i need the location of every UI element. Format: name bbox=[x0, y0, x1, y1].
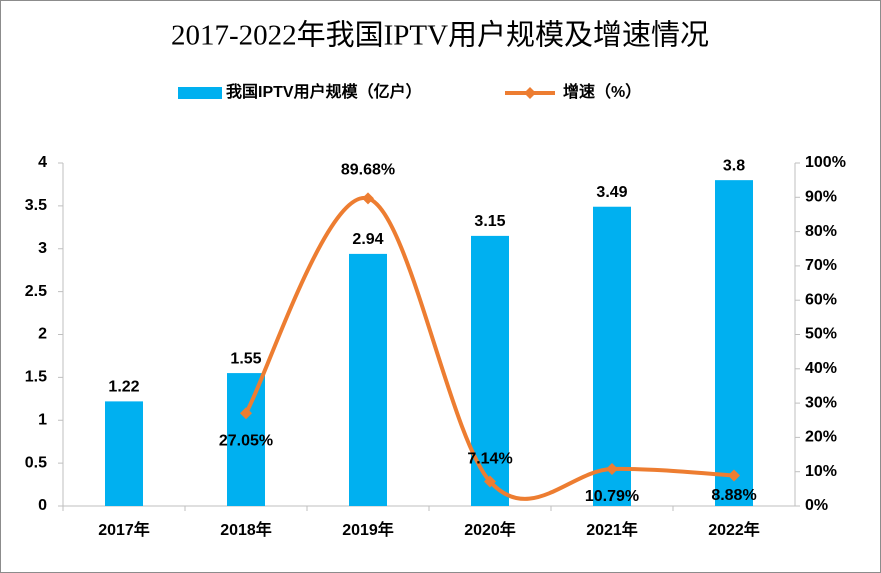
bar-value-label: 3.8 bbox=[723, 157, 745, 174]
legend-marker bbox=[524, 87, 536, 99]
bar bbox=[349, 253, 387, 506]
bar-value-label: 3.15 bbox=[474, 213, 505, 230]
x-tick-label: 2019年 bbox=[342, 520, 394, 539]
x-tick-label: 2018年 bbox=[220, 520, 272, 539]
y-tick-label: 2.5 bbox=[25, 283, 47, 300]
bar-value-label: 1.55 bbox=[230, 350, 261, 367]
line-marker bbox=[728, 469, 740, 482]
y2-tick-label: 80% bbox=[805, 223, 837, 240]
y2-tick-label: 100% bbox=[805, 154, 846, 171]
bar bbox=[593, 206, 631, 507]
bar bbox=[227, 373, 265, 506]
bar-value-label: 3.49 bbox=[596, 184, 627, 201]
line-marker bbox=[240, 407, 252, 420]
y-tick-label: 3.5 bbox=[25, 197, 47, 214]
y2-tick-label: 70% bbox=[805, 257, 837, 274]
y2-tick-label: 30% bbox=[805, 394, 837, 411]
y-tick-label: 3 bbox=[38, 240, 47, 257]
line-value-label: 27.05% bbox=[219, 432, 273, 449]
line-marker bbox=[484, 475, 496, 488]
line-marker bbox=[606, 462, 618, 475]
y2-tick-label: 60% bbox=[805, 291, 837, 308]
y-tick-label: 0.5 bbox=[25, 454, 47, 471]
y-tick-label: 0 bbox=[38, 497, 47, 514]
bar-value-label: 1.22 bbox=[108, 379, 139, 396]
bar-value-label: 2.94 bbox=[352, 231, 383, 248]
y2-tick-label: 40% bbox=[805, 360, 837, 377]
line bbox=[244, 196, 735, 501]
legend-swatch bbox=[178, 87, 222, 99]
chart-title: 2017-2022年我国IPTV用户规模及增速情况 bbox=[171, 19, 709, 52]
x-tick-label: 2021年 bbox=[586, 520, 638, 539]
y-tick-label: 4 bbox=[38, 154, 47, 171]
line-value-label: 8.88% bbox=[711, 487, 756, 504]
line-value-label: 10.79% bbox=[585, 488, 639, 505]
y2-tick-label: 50% bbox=[805, 326, 837, 343]
bar bbox=[715, 180, 753, 506]
x-tick-label: 2017年 bbox=[98, 520, 150, 539]
bar bbox=[105, 401, 143, 506]
y2-tick-label: 10% bbox=[805, 463, 837, 480]
x-tick-label: 2020年 bbox=[464, 520, 516, 539]
line-marker bbox=[362, 192, 374, 205]
y2-tick-label: 0% bbox=[805, 497, 828, 514]
y-tick-label: 1.5 bbox=[25, 369, 47, 386]
x-tick-label: 2022年 bbox=[708, 520, 760, 539]
y2-tick-label: 20% bbox=[805, 429, 837, 446]
y-tick-label: 2 bbox=[38, 326, 47, 343]
legend-label: 增速（%） bbox=[563, 82, 641, 101]
legend-label: 我国IPTV用户规模（亿户） bbox=[226, 82, 422, 101]
y2-tick-label: 90% bbox=[805, 189, 837, 206]
y-tick-label: 1 bbox=[38, 411, 47, 428]
line-value-label: 89.68% bbox=[341, 162, 395, 179]
line-value-label: 7.14% bbox=[467, 451, 512, 468]
